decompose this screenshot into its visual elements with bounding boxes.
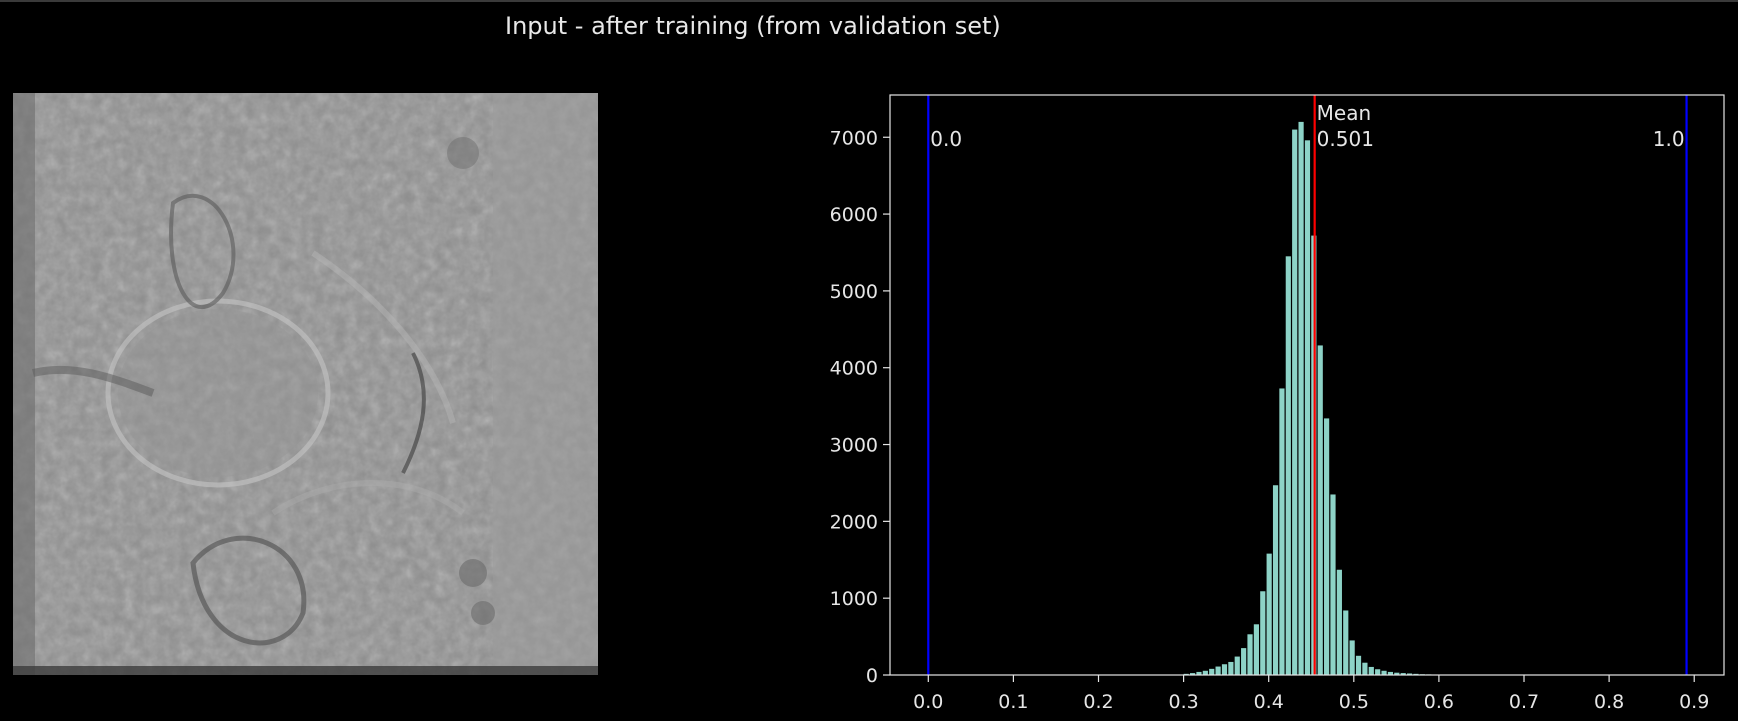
histogram-bar-13 <box>1266 553 1272 675</box>
histogram-bars <box>1183 121 1432 676</box>
y-tick-label-3: 3000 <box>830 435 878 457</box>
y-tick-label-4: 4000 <box>830 358 878 380</box>
histogram-bar-22 <box>1324 418 1330 675</box>
x-tick-label-1: 0.1 <box>998 691 1028 713</box>
histogram-bar-4 <box>1209 668 1215 675</box>
window-top-border <box>0 0 1738 2</box>
histogram-bar-28 <box>1362 662 1368 675</box>
histogram-bar-35 <box>1406 673 1413 675</box>
histogram-bar-6 <box>1221 664 1228 675</box>
histogram-bar-18 <box>1298 121 1304 675</box>
histogram-bar-19 <box>1304 140 1311 675</box>
histogram-bar-15 <box>1279 388 1285 675</box>
histogram-bar-14 <box>1272 485 1279 675</box>
x-tick-label-9: 0.9 <box>1679 691 1709 713</box>
x-tick-label-0: 0.0 <box>913 691 943 713</box>
histogram-bar-1 <box>1189 673 1196 675</box>
x-tick-label-8: 0.8 <box>1594 691 1624 713</box>
y-tick-label-2: 2000 <box>830 511 878 533</box>
histogram-bar-12 <box>1260 591 1266 675</box>
histogram-bar-9 <box>1241 648 1247 675</box>
histogram-bar-32 <box>1387 671 1394 675</box>
y-tick-label-7: 7000 <box>830 127 878 149</box>
histogram-bar-5 <box>1215 666 1221 675</box>
y-axis-ticks: 0 1000 2000 3000 4000 5000 6000 7000 <box>830 127 890 687</box>
histogram-bar-11 <box>1253 624 1259 675</box>
histogram-bar-33 <box>1394 672 1400 675</box>
figure-title: Input - after training (from validation … <box>505 12 1001 40</box>
x-tick-label-5: 0.5 <box>1339 691 1369 713</box>
histogram-bar-23 <box>1330 494 1336 675</box>
input-image-panel <box>13 93 598 675</box>
mean-value-label: 0.501 <box>1317 127 1374 151</box>
input-image <box>13 93 598 675</box>
y-tick-label-0: 0 <box>866 665 878 687</box>
mean-title-label: Mean <box>1317 101 1372 125</box>
histogram-bar-27 <box>1355 655 1362 675</box>
x-tick-label-4: 0.4 <box>1254 691 1284 713</box>
x-tick-label-2: 0.2 <box>1083 691 1113 713</box>
reference-lines <box>927 95 1688 675</box>
histogram-bar-24 <box>1336 569 1342 675</box>
x-tick-label-3: 0.3 <box>1168 691 1198 713</box>
histogram-bar-16 <box>1285 256 1291 675</box>
plot-frame <box>889 94 1725 676</box>
histogram-bar-7 <box>1228 661 1234 675</box>
y-tick-label-6: 6000 <box>830 204 878 226</box>
histogram-bar-26 <box>1349 640 1355 675</box>
y-tick-label-5: 5000 <box>830 281 878 303</box>
x-tick-label-7: 0.7 <box>1509 691 1539 713</box>
histogram-bar-30 <box>1375 669 1381 675</box>
histogram-bar-25 <box>1343 610 1349 675</box>
max-value-label: 1.0 <box>1653 127 1685 151</box>
min-value-label: 0.0 <box>930 127 962 151</box>
histogram-bar-17 <box>1292 129 1298 676</box>
histogram-bar-21 <box>1317 345 1323 675</box>
histogram-bar-29 <box>1368 666 1374 675</box>
x-tick-label-6: 0.6 <box>1424 691 1454 713</box>
x-axis-ticks: 0.0 0.1 0.2 0.3 0.4 0.5 0.6 0.7 0.8 0.9 <box>913 675 1709 713</box>
histogram-bar-8 <box>1234 656 1240 675</box>
y-tick-label-1: 1000 <box>830 588 878 610</box>
histogram-bar-10 <box>1247 634 1253 675</box>
histogram-bar-31 <box>1381 670 1387 675</box>
histogram-bar-34 <box>1400 673 1406 675</box>
histogram-bar-2 <box>1196 671 1202 675</box>
histogram-bar-3 <box>1202 670 1208 675</box>
